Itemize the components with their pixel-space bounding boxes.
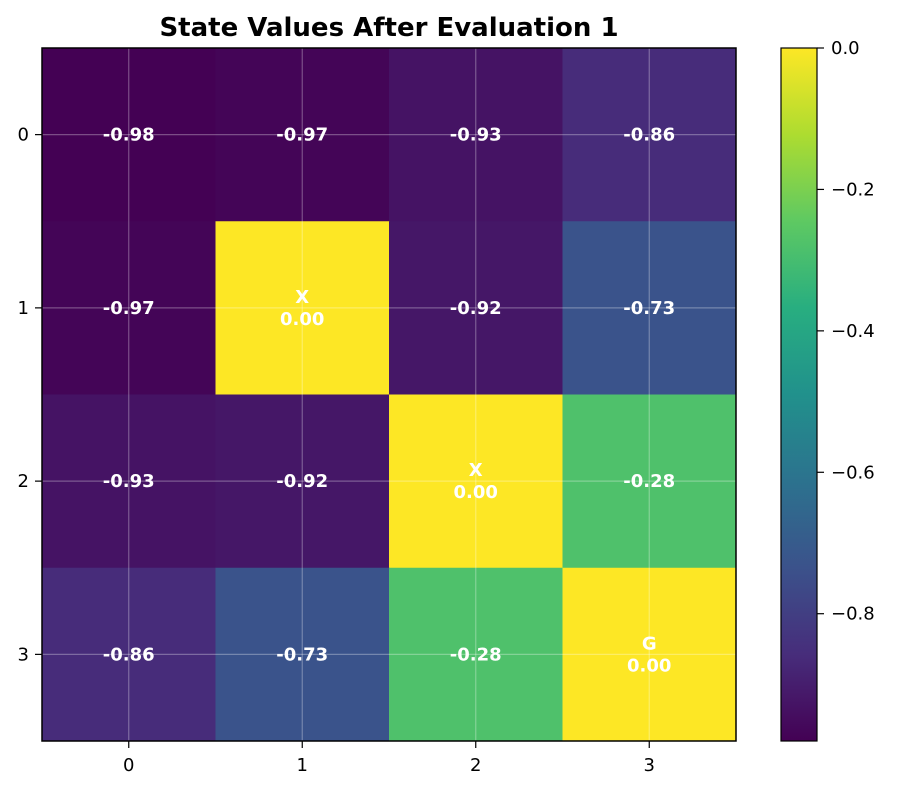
cell-value-label: -0.28 <box>623 471 675 492</box>
heatmap-cell <box>389 394 563 569</box>
plot-frame <box>41 47 737 742</box>
cell-value-label: -0.92 <box>276 471 328 492</box>
heatmap-cell <box>42 221 216 395</box>
cell-value-label: -0.93 <box>450 125 502 146</box>
colorbar-tick-label: 0.0 <box>831 38 860 59</box>
colorbar-tick-label: −0.6 <box>831 462 875 483</box>
cell-value-label: -0.98 <box>103 125 155 146</box>
colorbar-gradient <box>780 47 818 742</box>
heatmap-cell <box>562 221 737 395</box>
cell-value-label: -0.92 <box>450 298 502 319</box>
x-tick-label: 3 <box>644 755 655 776</box>
heatmap-cell <box>42 48 216 222</box>
heatmap-cell <box>215 567 390 742</box>
colorbar-tick-label: −0.8 <box>831 604 875 625</box>
cell-value-label: 0.00 <box>627 655 671 676</box>
heatmap-cell <box>42 567 216 742</box>
cell-value-label: -0.93 <box>103 471 155 492</box>
x-tick-label: 0 <box>123 755 134 776</box>
colorbar-ticks: 0.0 −0.2 −0.4 −0.6 −0.8 <box>817 38 875 625</box>
heatmap-cell <box>389 567 563 742</box>
x-tick-label: 2 <box>470 755 481 776</box>
cell-value-label: -0.86 <box>103 644 155 665</box>
cell-value-label: -0.86 <box>623 125 675 146</box>
chart-title: State Values After Evaluation 1 <box>159 13 618 43</box>
colorbar-tick-label: −0.2 <box>831 179 875 200</box>
cell-value-label: X <box>295 287 309 308</box>
y-axis: 0 1 2 3 <box>18 125 42 665</box>
heatmap-grid <box>42 48 736 741</box>
heatmap-cell <box>42 394 216 569</box>
cell-value-label: 0.00 <box>454 482 498 503</box>
x-axis: 0 1 2 3 <box>123 741 655 776</box>
cell-value-label: G <box>642 633 657 654</box>
heatmap-cell <box>215 48 390 222</box>
cell-value-label: -0.73 <box>623 298 675 319</box>
cell-value-label: X <box>469 460 483 481</box>
heatmap-cell <box>389 221 563 395</box>
y-tick-label: 0 <box>18 125 29 146</box>
colorbar-tick-label: −0.4 <box>831 321 875 342</box>
colorbar: 0.0 −0.2 −0.4 −0.6 −0.8 <box>780 38 875 742</box>
cell-value-label: -0.73 <box>276 644 328 665</box>
heatmap-cell <box>562 394 737 569</box>
cell-value-label: -0.97 <box>103 298 155 319</box>
y-tick-label: 1 <box>18 298 29 319</box>
y-tick-label: 2 <box>18 471 29 492</box>
heatmap-cell <box>562 567 737 742</box>
x-tick-label: 1 <box>297 755 308 776</box>
heatmap-cell <box>389 48 563 222</box>
cell-value-label: -0.97 <box>276 125 328 146</box>
heatmap-cell <box>562 48 737 222</box>
cell-value-label: -0.28 <box>450 644 502 665</box>
heatmap-cells <box>42 48 737 742</box>
heatmap-cell <box>215 221 390 395</box>
y-tick-label: 3 <box>18 644 29 665</box>
cell-value-label: 0.00 <box>280 309 324 330</box>
heatmap-cell <box>215 394 390 569</box>
